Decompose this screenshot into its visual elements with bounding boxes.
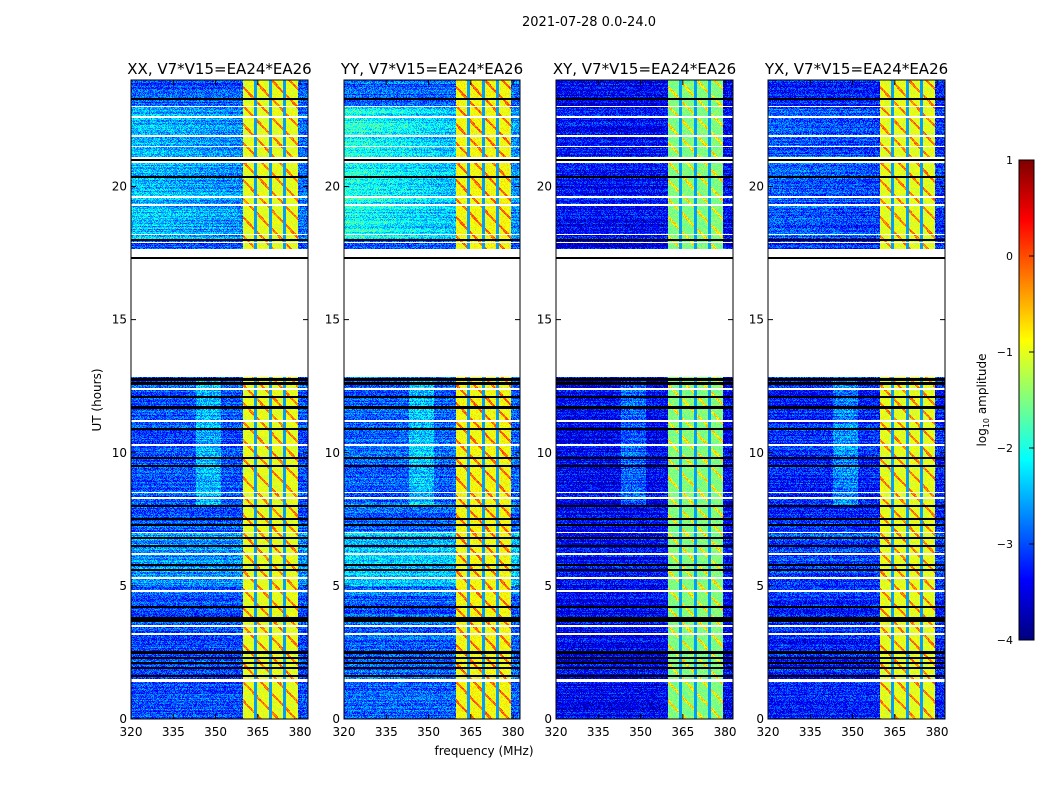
- y-tick-label: 0: [119, 712, 127, 726]
- x-tick-label: 380: [502, 725, 525, 739]
- y-tick-label: 0: [756, 712, 764, 726]
- x-tick-label: 365: [671, 725, 694, 739]
- x-tick-label: 335: [375, 725, 398, 739]
- x-tick-label: 335: [587, 725, 610, 739]
- colorbar-tick-label: −3: [997, 538, 1013, 551]
- heatmap-yy: [344, 80, 520, 719]
- panel-title: XY, V7*V15=EA24*EA26: [553, 60, 736, 78]
- x-tick-label: 365: [246, 725, 269, 739]
- y-tick-label: 15: [537, 313, 552, 327]
- y-tick-label: 20: [325, 180, 340, 194]
- suptitle: 2021-07-28 0.0-24.0: [522, 15, 656, 30]
- colorbar-tick-label: −4: [997, 634, 1013, 647]
- axes-frame: [555, 79, 734, 720]
- y-tick-label: 5: [544, 579, 552, 593]
- y-axis-label: UT (hours): [90, 368, 104, 431]
- x-tick-label: 350: [841, 725, 864, 739]
- y-tick-label: 20: [537, 180, 552, 194]
- y-tick-label: 5: [756, 579, 764, 593]
- y-tick-label: 10: [537, 446, 552, 460]
- panel-title: YY, V7*V15=EA24*EA26: [340, 60, 523, 78]
- colorbar-tick-label: 0: [1006, 250, 1013, 263]
- y-tick-label: 0: [544, 712, 552, 726]
- x-tick-label: 380: [926, 725, 949, 739]
- colorbar-tick-label: −1: [997, 346, 1013, 359]
- axes-frame: [767, 79, 946, 720]
- x-tick-label: 320: [333, 725, 356, 739]
- colorbar-tick-label: −2: [997, 442, 1013, 455]
- x-tick-label: 350: [417, 725, 440, 739]
- y-tick-label: 10: [749, 446, 764, 460]
- axes-frame: [130, 79, 309, 720]
- heatmap-xx: [131, 80, 308, 719]
- y-tick-label: 10: [325, 446, 340, 460]
- y-tick-label: 15: [325, 313, 340, 327]
- colorbar-frame: [1018, 159, 1035, 641]
- colorbar-label: log10 amplitude: [975, 354, 991, 447]
- x-tick-label: 335: [799, 725, 822, 739]
- x-tick-label: 320: [757, 725, 780, 739]
- x-tick-label: 320: [120, 725, 143, 739]
- x-tick-label: 335: [162, 725, 185, 739]
- heatmap-xy: [556, 80, 733, 719]
- y-tick-label: 0: [332, 712, 340, 726]
- axes-frame: [343, 79, 521, 720]
- x-tick-label: 350: [204, 725, 227, 739]
- y-tick-label: 5: [119, 579, 127, 593]
- colorbar: [1019, 160, 1034, 640]
- panel-title: YX, V7*V15=EA24*EA26: [764, 60, 948, 78]
- x-axis-label: frequency (MHz): [434, 744, 533, 758]
- colorbar-tick-label: 1: [1006, 154, 1013, 167]
- x-tick-label: 365: [459, 725, 482, 739]
- x-tick-label: 365: [883, 725, 906, 739]
- y-tick-label: 10: [112, 446, 127, 460]
- x-tick-label: 380: [289, 725, 312, 739]
- x-tick-label: 320: [545, 725, 568, 739]
- y-tick-label: 20: [112, 180, 127, 194]
- heatmap-yx: [768, 80, 945, 719]
- y-tick-label: 20: [749, 180, 764, 194]
- panel-title: XX, V7*V15=EA24*EA26: [127, 60, 311, 78]
- x-tick-label: 380: [714, 725, 737, 739]
- x-tick-label: 350: [629, 725, 652, 739]
- y-tick-label: 5: [332, 579, 340, 593]
- y-tick-label: 15: [112, 313, 127, 327]
- y-tick-label: 15: [749, 313, 764, 327]
